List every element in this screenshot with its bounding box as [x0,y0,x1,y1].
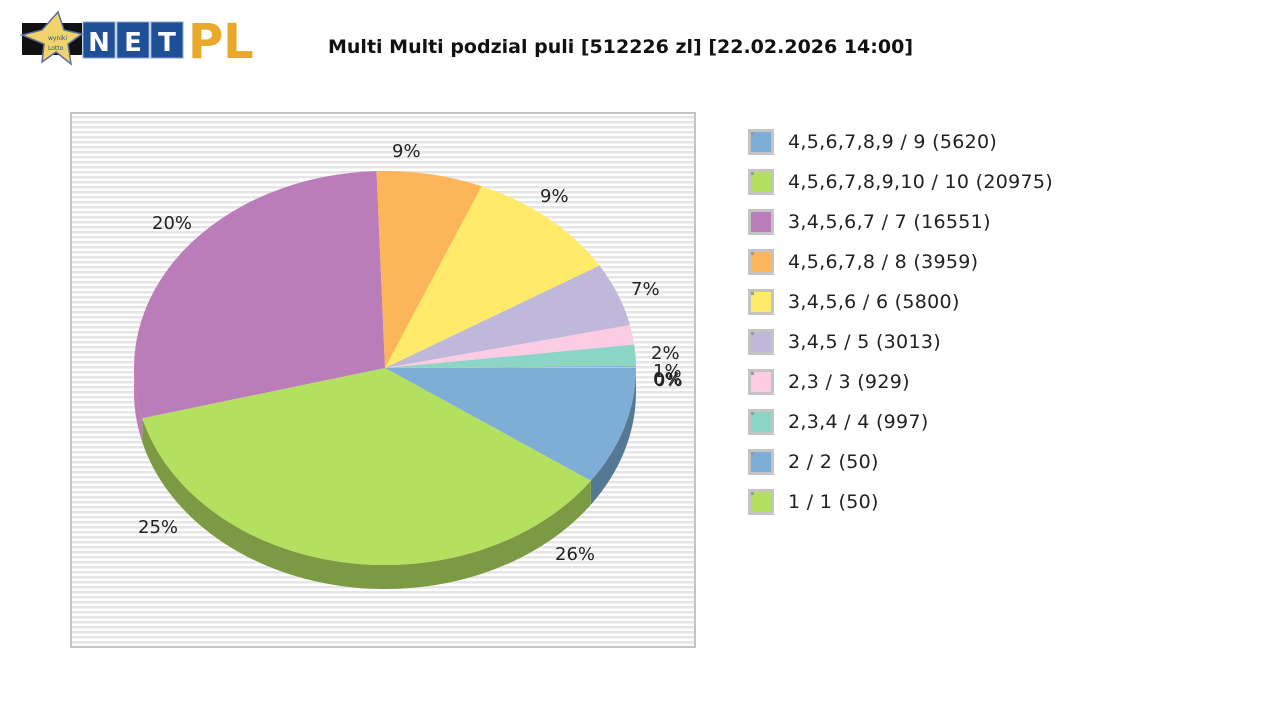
legend-label: 2,3,4 / 4 (997) [788,411,929,433]
legend-item: 1 / 1 (50) [748,482,1053,522]
plot-area: 26% 25% 20% 9% 9% 7% 2% 1% 0% 0% [70,112,696,648]
legend-swatch [748,249,774,275]
logo-letter-n: N [88,28,110,58]
pie-slice-6[interactable] [385,325,635,368]
legend-swatch [748,369,774,395]
legend-item: 2 / 2 (50) [748,442,1053,482]
slice-label-4: 9% [540,186,569,207]
pie-slice-2[interactable] [133,171,385,419]
legend-item: 3,4,5 / 5 (3013) [748,322,1053,362]
slice-label-0: 26% [555,544,596,565]
legend-item: 4,5,6,7,8,9 / 9 (5620) [748,122,1053,162]
legend-item: 2,3 / 3 (929) [748,362,1053,402]
legend-item: 2,3,4 / 4 (997) [748,402,1053,442]
pie-slice-1[interactable] [142,368,591,565]
logo-graphic: wyniki Lotto N E T PL [19,10,254,70]
legend-item: 3,4,5,6,7 / 7 (16551) [748,202,1053,242]
pie-slice-3[interactable] [376,171,482,368]
chart-title: Multi Multi podzial puli [512226 zl] [22… [328,36,914,58]
legend: 4,5,6,7,8,9 / 9 (5620) 4,5,6,7,8,9,10 / … [748,122,1053,522]
legend-item: 4,5,6,7,8 / 8 (3959) [748,242,1053,282]
legend-label: 3,4,5,6 / 6 (5800) [788,291,960,313]
pie-slice-side [590,368,636,505]
slice-label-3: 9% [392,141,421,162]
pie-slice-side [134,368,143,443]
legend-swatch [748,449,774,475]
legend-swatch [748,169,774,195]
logo-suffix-pl: PL [188,14,254,70]
legend-label: 4,5,6,7,8 / 8 (3959) [788,251,979,273]
logo-letter-e: E [124,28,142,58]
legend-label: 3,4,5,6,7 / 7 (16551) [788,211,991,233]
pie-slice-4[interactable] [385,186,600,368]
slice-label-2: 20% [152,213,193,234]
logo-letter-t: T [158,28,176,58]
pie-slice-side [142,418,591,589]
logo-star-line2: Lotto [48,45,64,52]
legend-item: 4,5,6,7,8,9,10 / 10 (20975) [748,162,1053,202]
legend-swatch [748,129,774,155]
legend-label: 4,5,6,7,8,9 / 9 (5620) [788,131,998,153]
star-icon [19,10,84,66]
pie-slice-5[interactable] [385,265,630,368]
pie-chart [133,171,636,589]
legend-label: 3,4,5 / 5 (3013) [788,331,941,353]
legend-swatch [748,489,774,515]
slice-label-7: 1% [653,361,682,382]
slice-label-6: 2% [651,343,680,364]
slice-label-9: 0% [654,370,683,391]
slice-label-5: 7% [631,279,660,300]
legend-swatch [748,409,774,435]
netpl-logo[interactable]: wyniki Lotto N E T PL [19,10,265,70]
legend-label: 2,3 / 3 (929) [788,371,910,393]
slice-label-1: 25% [138,517,179,538]
pie-slice-7[interactable] [385,344,636,368]
legend-swatch [748,209,774,235]
pie-slice-0[interactable] [385,368,636,481]
legend-swatch [748,289,774,315]
slice-label-8: 0% [653,369,682,390]
legend-label: 4,5,6,7,8,9,10 / 10 (20975) [788,171,1054,193]
legend-swatch [748,329,774,355]
legend-label: 2 / 2 (50) [788,451,879,473]
logo-star-line1: wyniki [48,35,67,42]
legend-label: 1 / 1 (50) [788,491,879,513]
legend-item: 3,4,5,6 / 6 (5800) [748,282,1053,322]
pie-slice-8[interactable] [385,365,636,368]
